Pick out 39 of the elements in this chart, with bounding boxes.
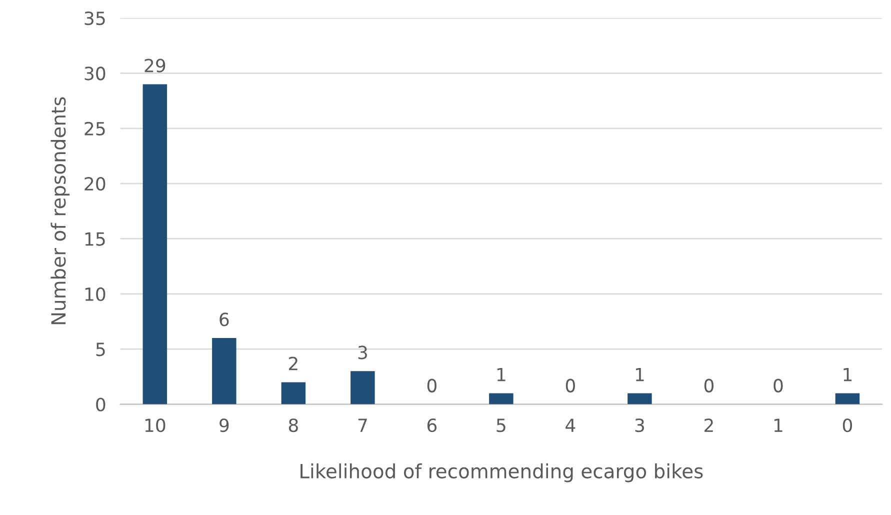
bar — [281, 382, 306, 404]
bar — [835, 393, 860, 404]
data-label: 0 — [774, 378, 783, 392]
x-tick-label: 4 — [566, 418, 576, 432]
data-label: 1 — [497, 368, 506, 382]
y-tick-label: 0 — [96, 398, 106, 412]
x-tick-label: 8 — [288, 418, 298, 432]
data-label: 6 — [220, 312, 229, 326]
x-tick-label: 9 — [220, 418, 229, 432]
y-tick-label: 10 — [85, 287, 106, 302]
data-label: 1 — [636, 368, 644, 382]
x-tick-label: 10 — [145, 418, 166, 432]
y-tick-label: 5 — [96, 342, 105, 356]
x-axis-title: Likelihood of recommending ecargo bikes — [300, 463, 703, 482]
y-axis-title: Number of repsondents — [50, 97, 70, 324]
bar — [350, 371, 375, 404]
data-label: 29 — [144, 58, 166, 72]
bar — [142, 84, 168, 404]
data-label: 0 — [566, 378, 575, 392]
y-tick-label: 20 — [84, 177, 106, 191]
bar — [628, 393, 652, 404]
data-label: 0 — [427, 378, 436, 392]
x-tick-label: 2 — [704, 418, 713, 432]
data-label: 2 — [289, 356, 298, 370]
x-tick-label: 1 — [774, 418, 782, 432]
x-tick-label: 6 — [427, 418, 437, 432]
bar — [212, 338, 236, 404]
y-tick-label: 15 — [85, 232, 105, 246]
data-label: 0 — [704, 378, 714, 392]
x-tick-label: 0 — [842, 418, 852, 432]
x-tick-label: 7 — [358, 418, 367, 432]
x-tick-label: 3 — [635, 418, 644, 432]
x-tick-label: 5 — [496, 418, 506, 432]
data-label: 1 — [844, 368, 852, 382]
y-tick-label: 25 — [84, 122, 105, 136]
y-tick-label: 35 — [84, 11, 105, 26]
y-tick-label: 30 — [84, 66, 106, 80]
data-label: 3 — [358, 346, 367, 360]
bar — [489, 393, 514, 404]
